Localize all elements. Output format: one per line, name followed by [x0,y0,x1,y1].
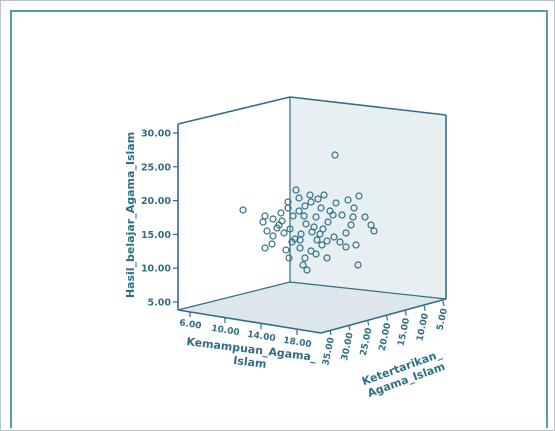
data-points [239,151,378,274]
data-point [355,192,363,200]
z-tick-label: 30.00 [141,129,171,140]
y-tick-label: 30.00 [340,332,356,362]
data-point [296,244,304,252]
y-tick-mark [367,320,370,326]
data-point [361,213,369,221]
z-tick-label: 10.00 [141,264,171,275]
y-tick-label: 25.00 [359,327,375,357]
data-point [342,243,350,251]
data-point [277,209,285,217]
data-point [317,204,325,212]
z-axis-ticks: 5.00 10.00 15.00 20.00 25.00 30.00 [141,129,178,309]
y-tick-mark [385,315,389,321]
y-tick-label: 10.00 [415,312,431,342]
y-tick-label: 20.00 [378,322,394,352]
data-point [289,212,297,220]
data-point [312,250,320,258]
data-point [282,246,290,254]
z-tick-label: 15.00 [141,230,171,241]
data-point [336,238,344,246]
y-tick-mark [442,300,445,307]
data-point [295,207,303,215]
data-point [354,261,362,269]
data-point [299,261,307,269]
data-point [310,223,318,231]
data-point [261,212,269,220]
data-point [269,215,277,223]
data-point [349,213,357,221]
data-point [269,232,277,240]
data-point [314,195,322,203]
data-point [280,229,288,237]
back-wall [290,97,446,299]
data-point [273,224,281,232]
data-point [285,254,293,262]
data-point [263,227,271,235]
y-tick-mark [423,305,426,311]
data-point [306,191,314,199]
x-axis-title-line2: Islam [233,354,268,371]
data-point [300,212,308,220]
data-point [324,218,332,226]
data-point [239,206,247,214]
data-point [319,225,327,233]
data-point [301,202,309,210]
data-point [331,151,339,159]
y-tick-mark [329,329,332,336]
data-point [307,198,315,206]
data-point [318,241,326,249]
data-point [278,217,286,225]
data-point [323,237,331,245]
data-point [288,238,296,246]
data-point [344,196,352,204]
data-point [295,194,303,202]
x-tick-label: 10.00 [210,324,240,338]
data-point [307,247,315,255]
z-tick-label: 5.00 [148,298,172,309]
y-tick-mark [404,310,407,316]
data-point [332,199,340,207]
data-point [286,225,294,233]
chart-panel: 5.00 10.00 15.00 20.00 25.00 30.00 6.00 10.00 1… [10,10,548,428]
data-point [301,254,309,262]
y-axis-title: Ketertarikan_ Agama_Islam [360,347,447,400]
z-tick-label: 25.00 [141,162,171,173]
data-point [303,266,311,274]
data-point [350,204,358,212]
data-point [367,221,375,229]
box-edges-back [177,97,447,311]
data-point [292,186,300,194]
z-tick-label: 20.00 [141,196,171,207]
box-edges-front [177,96,447,334]
data-point [312,213,320,221]
x-tick-label: 14.00 [246,330,276,344]
data-point [284,198,292,206]
data-point [330,233,338,241]
y-tick-mark [348,325,351,331]
x-tick-label: 6.00 [179,318,203,331]
x-axis-ticks: 6.00 10.00 14.00 18.00 [179,312,312,350]
data-point [370,227,378,235]
data-point [320,191,328,199]
y-tick-label: 5.00 [436,308,450,332]
z-axis-title: Hasil_belajar_Agama_Islam [124,132,137,298]
data-point [259,218,267,226]
data-point [342,229,350,237]
data-point [261,244,269,252]
x-tick-label: 18.00 [282,336,312,350]
data-point [323,254,331,262]
data-point [338,211,346,219]
data-point [296,236,304,244]
data-point [347,221,355,229]
data-point [313,236,321,244]
y-tick-label: 35.00 [321,337,337,367]
y-tick-label: 15.00 [397,317,413,347]
data-point [268,240,276,248]
data-point [352,241,360,249]
data-point [302,220,310,228]
data-point [316,230,324,238]
data-point [329,211,337,219]
